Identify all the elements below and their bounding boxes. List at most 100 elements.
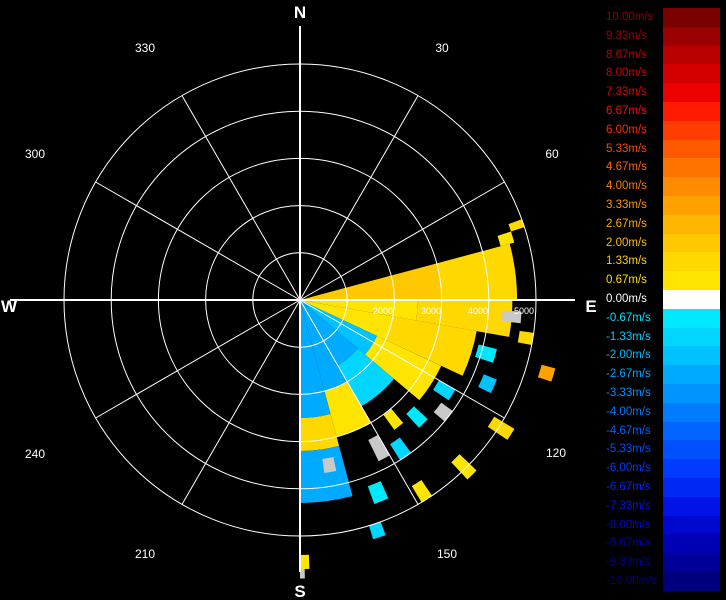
legend-swatch xyxy=(663,553,720,572)
velocity-sector xyxy=(478,374,497,394)
legend-entry: -6.67m/s xyxy=(604,477,722,497)
legend-entry: -7.33m/s xyxy=(604,496,722,516)
velocity-sector xyxy=(300,300,331,418)
legend-swatch xyxy=(663,534,720,554)
legend-label: 9.33m/s xyxy=(606,29,647,42)
velocity-sector xyxy=(300,263,442,300)
range-label-5000: 5000 xyxy=(514,306,534,316)
velocity-sector xyxy=(517,330,534,346)
legend-swatch xyxy=(663,45,720,65)
velocity-sector xyxy=(300,300,418,321)
range-label-2000: 2000 xyxy=(373,306,393,316)
velocity-sector xyxy=(368,521,386,540)
legend-entry: -2.00m/s xyxy=(604,346,722,366)
azimuth-spoke xyxy=(95,181,301,301)
legend-entry: -3.33m/s xyxy=(604,383,722,403)
velocity-color-legend: 10.00m/s 9.33m/s 8.67m/s 8.00m/s 7.33m/s 6.67… xyxy=(604,8,722,591)
velocity-sector xyxy=(385,316,477,376)
legend-swatch xyxy=(663,101,720,121)
legend-entry: 5.33m/s xyxy=(604,139,722,159)
azimuth-label-120: 120 xyxy=(546,446,566,460)
range-label-4000: 4000 xyxy=(468,306,488,316)
velocity-sector xyxy=(300,300,358,366)
velocity-sector xyxy=(300,413,340,452)
legend-entry: 6.00m/s xyxy=(604,120,722,140)
velocity-sector xyxy=(300,445,353,503)
legend-swatch xyxy=(663,477,720,497)
velocity-sector xyxy=(487,416,515,440)
legend-swatch xyxy=(663,8,720,27)
legend-entry: -4.00m/s xyxy=(604,402,722,422)
legend-swatch xyxy=(663,327,720,347)
legend-entry: 10.00m/s xyxy=(604,8,722,27)
velocity-sector xyxy=(300,554,310,570)
velocity-sector xyxy=(365,335,442,401)
velocity-sector xyxy=(300,300,393,340)
legend-label: -5.33m/s xyxy=(606,443,651,456)
velocity-data-layer xyxy=(300,219,556,579)
legend-label: -1.33m/s xyxy=(606,330,651,343)
azimuth-label-300: 300 xyxy=(25,147,45,161)
velocity-sector xyxy=(501,310,522,324)
legend-label: -6.67m/s xyxy=(606,480,651,493)
azimuth-spoke xyxy=(181,95,301,301)
legend-swatch xyxy=(663,571,720,591)
legend-label: 2.00m/s xyxy=(606,236,647,249)
legend-swatch xyxy=(663,459,720,478)
legend-label: 7.33m/s xyxy=(606,86,647,99)
legend-entry: 1.33m/s xyxy=(604,252,722,272)
azimuth-label-30: 30 xyxy=(435,41,449,55)
velocity-sector xyxy=(406,406,428,428)
legend-entry: -0.67m/s xyxy=(604,308,722,328)
velocity-sector xyxy=(537,364,556,382)
legend-swatch xyxy=(663,120,720,140)
azimuth-spoke xyxy=(299,299,419,505)
legend-entry: 3.33m/s xyxy=(604,195,722,215)
legend-label: -9.33m/s xyxy=(606,556,651,569)
azimuth-spoke xyxy=(299,181,505,301)
velocity-sector xyxy=(475,344,497,363)
legend-label: 0.67m/s xyxy=(606,274,647,287)
legend-entry: 4.67m/s xyxy=(604,158,722,178)
legend-swatch xyxy=(663,496,720,516)
legend-label: 0.00m/s xyxy=(606,292,647,305)
west-label: W xyxy=(1,297,18,316)
legend-label: 2.67m/s xyxy=(606,217,647,230)
azimuth-label-150: 150 xyxy=(437,547,457,561)
legend-entry: 0.67m/s xyxy=(604,271,722,290)
legend-label: 6.67m/s xyxy=(606,104,647,117)
legend-entry: -8.67m/s xyxy=(604,534,722,554)
legend-label: 1.33m/s xyxy=(606,255,647,268)
legend-swatch xyxy=(663,83,720,102)
east-label: E xyxy=(585,297,596,316)
legend-swatch xyxy=(663,402,720,422)
velocity-sector xyxy=(300,300,348,392)
legend-swatch xyxy=(663,64,720,84)
velocity-sector xyxy=(508,219,525,232)
azimuth-label-60: 60 xyxy=(545,147,559,161)
velocity-sector xyxy=(433,380,456,401)
legend-entry: -6.00m/s xyxy=(604,459,722,478)
legend-label: 4.00m/s xyxy=(606,180,647,193)
radar-velocity-plot: N S E W 30 60 120 150 210 240 300 330 20… xyxy=(1,3,597,600)
legend-swatch xyxy=(663,383,720,403)
legend-label: 6.00m/s xyxy=(606,123,647,136)
legend-swatch xyxy=(663,515,720,535)
polar-grid xyxy=(10,26,575,572)
legend-label: -4.00m/s xyxy=(606,405,651,418)
legend-label: 10.00m/s xyxy=(606,11,654,23)
velocity-sector xyxy=(390,437,411,461)
legend-label: 8.67m/s xyxy=(606,48,647,61)
velocity-sector xyxy=(451,454,477,480)
range-label-3000: 3000 xyxy=(421,306,441,316)
legend-label: -8.67m/s xyxy=(606,537,651,550)
legend-label: -3.33m/s xyxy=(606,386,651,399)
legend-entry: -9.33m/s xyxy=(604,553,722,572)
legend-entry: -8.00m/s xyxy=(604,515,722,535)
velocity-sector xyxy=(324,381,371,437)
legend-entry: 4.00m/s xyxy=(604,177,722,196)
legend-label: -2.00m/s xyxy=(606,349,651,362)
legend-label: -0.67m/s xyxy=(606,311,651,324)
legend-entry: 8.67m/s xyxy=(604,45,722,65)
legend-entry: -1.33m/s xyxy=(604,327,722,347)
